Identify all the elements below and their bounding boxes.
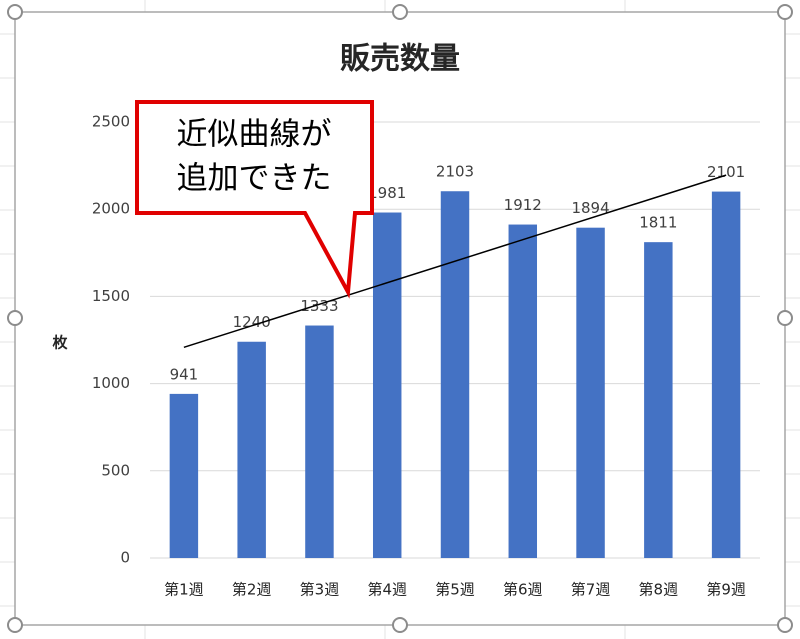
resize-handles[interactable]	[7, 4, 793, 633]
y-axis-label: 枚	[52, 334, 68, 352]
bar	[508, 224, 538, 559]
y-tick-label: 1000	[92, 374, 130, 392]
x-tick-label: 第4週	[367, 581, 407, 599]
callout-box	[135, 100, 374, 299]
data-label: 941	[170, 365, 199, 383]
plot-area: 05001000150020002500第1週941第2週1240第3週1333…	[92, 113, 760, 599]
x-tick-label: 第9週	[706, 581, 746, 599]
chart-title: 販売数量	[340, 42, 460, 77]
bar	[576, 227, 605, 558]
y-tick-label: 1500	[92, 287, 130, 305]
trendline	[183, 174, 727, 349]
x-tick-label: 第5週	[435, 581, 475, 599]
bar	[169, 393, 199, 558]
x-tick-label: 第2週	[232, 581, 272, 599]
callout-text: 追加できた	[177, 161, 332, 197]
bar	[440, 191, 470, 558]
data-label: 1240	[233, 313, 271, 331]
callout-text: 近似曲線が	[177, 117, 332, 153]
callout: 近似曲線が 追加できた	[135, 100, 374, 299]
data-label: 1894	[571, 199, 609, 217]
y-tick-label: 500	[101, 461, 130, 479]
y-tick-label: 2500	[92, 113, 130, 131]
bar	[372, 212, 402, 558]
bar	[237, 341, 266, 558]
y-tick-label: 2000	[92, 200, 130, 218]
data-label: 1912	[504, 196, 542, 214]
x-tick-label: 第1週	[164, 581, 204, 599]
data-label: 1811	[639, 214, 677, 232]
bar	[644, 242, 673, 558]
bar	[305, 325, 334, 558]
data-label: 2103	[436, 163, 474, 181]
x-tick-label: 第6週	[503, 581, 543, 599]
x-tick-label: 第3週	[300, 581, 340, 599]
data-label: 1981	[368, 184, 406, 202]
y-tick-label: 0	[120, 549, 130, 567]
x-tick-label: 第8週	[639, 581, 679, 599]
x-tick-label: 第7週	[571, 581, 611, 599]
bar	[711, 191, 741, 558]
data-label: 2101	[707, 163, 745, 181]
